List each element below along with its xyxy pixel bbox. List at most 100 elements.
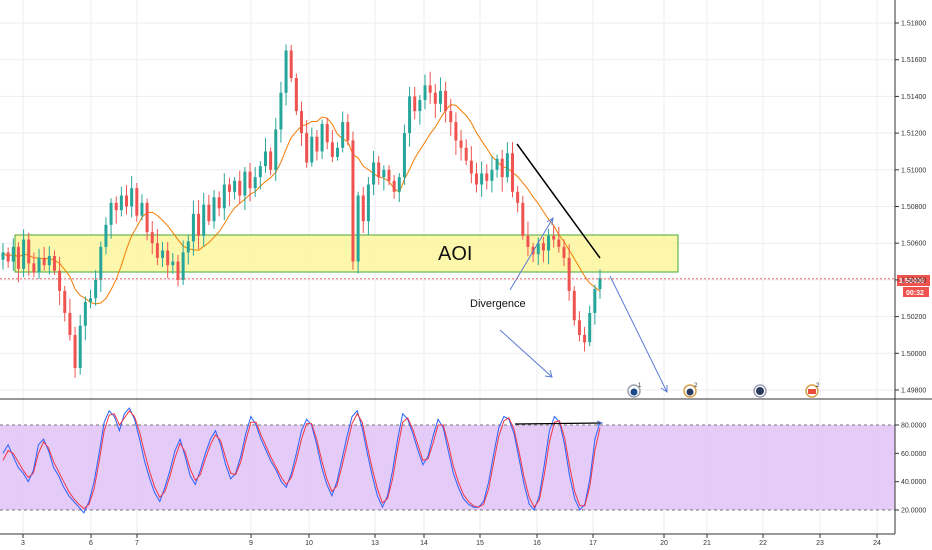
- divergence-label: Divergence: [470, 298, 526, 310]
- candle-body: [52, 256, 56, 271]
- candle-body: [289, 50, 293, 79]
- last-price-tag: [897, 275, 930, 286]
- candle-body: [197, 213, 201, 236]
- x-tick-label: 23: [816, 540, 824, 547]
- candle-body: [300, 111, 303, 134]
- oscillator-divergence-line: [514, 422, 603, 425]
- x-tick-label: 20: [660, 540, 668, 547]
- time-axis[interactable]: 3 6 7 9 10 13 14 15 16 17 20 21 22 23 24: [21, 534, 881, 547]
- candle-body: [372, 162, 376, 185]
- candle-body: [392, 180, 396, 192]
- candle-body: [361, 195, 365, 222]
- stochastic-line: [2, 409, 601, 510]
- candle-body: [366, 184, 370, 222]
- y-tick-label: 1.50000: [901, 351, 926, 358]
- candle-body: [1, 252, 5, 260]
- x-tick-label: 16: [533, 540, 541, 547]
- candle-body: [99, 246, 103, 280]
- x-tick-label: 14: [420, 540, 428, 547]
- candle-body: [464, 147, 468, 161]
- candle-body: [130, 188, 134, 207]
- candle-body: [27, 239, 31, 264]
- candle-body: [58, 270, 62, 291]
- candle-body: [233, 180, 237, 192]
- x-tick-label: 10: [305, 540, 313, 547]
- countdown-value: 00:32: [906, 290, 924, 297]
- candle-body: [114, 202, 118, 211]
- candle-body: [22, 239, 26, 269]
- candle-body: [11, 246, 15, 262]
- candle-body: [572, 290, 576, 321]
- aoi-label: AOI: [438, 243, 472, 265]
- y-tick-label: 1.51800: [901, 21, 926, 28]
- candle-body: [47, 256, 51, 266]
- trend-line: [516, 143, 601, 259]
- event-icon-core: [630, 388, 638, 396]
- candle-body: [454, 122, 458, 141]
- event-count: 2: [816, 383, 820, 389]
- candle-body: [423, 85, 427, 101]
- price-axis[interactable]: 1.51800 1.51600 1.51400 1.51200 1.51000 1.508…: [895, 21, 926, 395]
- y-tick-label: 1.50200: [901, 314, 926, 321]
- candle-body: [161, 250, 165, 258]
- candle-body: [547, 235, 551, 251]
- candle-body: [474, 173, 478, 185]
- x-tick-label: 21: [703, 540, 711, 547]
- candle-body: [567, 257, 571, 291]
- candle-body: [577, 320, 581, 335]
- candle-body: [6, 252, 10, 262]
- candle-body: [222, 184, 226, 209]
- candle-body: [433, 92, 437, 104]
- candle-body: [125, 195, 129, 207]
- candle-body: [469, 160, 473, 174]
- candle-body: [104, 224, 108, 247]
- event-icon-core: [756, 387, 764, 395]
- candle-body: [490, 169, 494, 181]
- candle-body: [351, 140, 355, 262]
- candle-body: [253, 177, 257, 189]
- candle-body: [536, 243, 540, 255]
- event-icon-core: [686, 388, 694, 396]
- candle-body: [155, 243, 159, 258]
- x-tick-label: 13: [371, 540, 379, 547]
- y-tick-label: 1.51200: [901, 131, 926, 138]
- y-tick-label: 1.49800: [901, 388, 926, 395]
- divergence-arrows: [499, 216, 668, 393]
- candle-body: [521, 202, 525, 236]
- candle-body: [505, 153, 509, 178]
- candle-body: [181, 252, 185, 280]
- candle-body: [387, 169, 391, 181]
- candle-body: [68, 312, 72, 335]
- candle-body: [449, 111, 453, 123]
- candle-body: [583, 334, 587, 343]
- candle-body: [485, 173, 489, 181]
- candle-body: [438, 90, 442, 104]
- candle-body: [186, 241, 190, 253]
- candle-body: [83, 301, 87, 326]
- candle-body: [305, 133, 309, 163]
- countdown-tag: [903, 287, 929, 297]
- stochastic-line: [2, 407, 601, 514]
- candle-body: [495, 158, 499, 170]
- oscillator-axis[interactable]: 80.0000 60.0000 40.0000 20.0000: [895, 423, 926, 515]
- candle-body: [37, 257, 41, 273]
- candle-body: [212, 197, 216, 222]
- candle-body: [73, 334, 77, 368]
- event-count: 2: [694, 383, 698, 389]
- y-tick-label: 1.51400: [901, 94, 926, 101]
- y-tick-label: 1.50400: [901, 277, 926, 284]
- y-tick-label: 20.0000: [901, 508, 926, 515]
- x-tick-label: 17: [589, 540, 597, 547]
- candle-body: [480, 173, 484, 185]
- event-markers[interactable]: 1 2 2: [627, 383, 820, 398]
- candle-body: [552, 235, 556, 240]
- candle-body: [428, 85, 432, 93]
- candle-body: [207, 204, 211, 222]
- y-tick-label: 40.0000: [901, 479, 926, 486]
- candle-body: [413, 96, 417, 112]
- flag-icon-core: [808, 389, 816, 394]
- candle-body: [16, 246, 20, 269]
- candle-body: [171, 261, 175, 266]
- candlesticks: [1, 44, 602, 378]
